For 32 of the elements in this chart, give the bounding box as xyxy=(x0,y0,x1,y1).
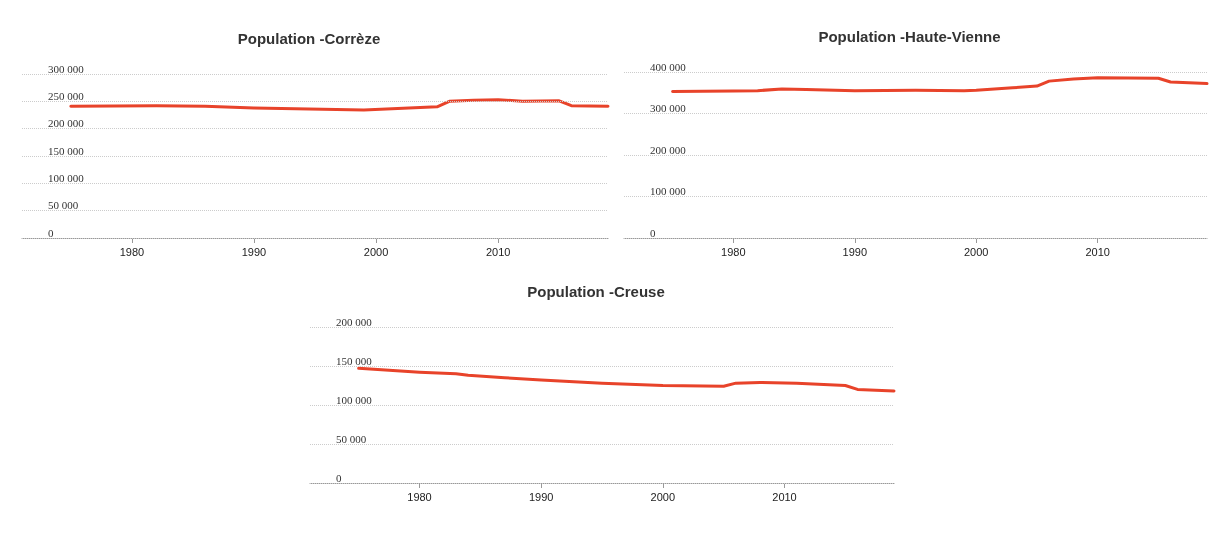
y-tick-label: 100 000 xyxy=(336,393,373,406)
y-tick-label: 300 000 xyxy=(48,62,85,75)
y-tick-label: 250 000 xyxy=(48,89,85,102)
y-tick-label: 150 000 xyxy=(336,354,373,367)
y-tick-label: 150 000 xyxy=(48,144,85,157)
x-tick-label: 1980 xyxy=(721,245,746,258)
y-tick-label: 50 000 xyxy=(48,199,79,212)
chart-title: Population -Creuse xyxy=(527,283,665,300)
y-tick-label: 200 000 xyxy=(336,315,373,328)
y-tick-label: 300 000 xyxy=(650,102,687,114)
y-tick-label: 200 000 xyxy=(650,143,687,156)
x-tick-label: 2000 xyxy=(363,245,389,258)
x-tick-label: 2010 xyxy=(772,490,797,503)
x-tick-label: 1990 xyxy=(842,245,868,258)
y-tick-label: 400 000 xyxy=(650,60,687,73)
x-tick-label: 2010 xyxy=(1085,245,1110,258)
x-tick-label: 1990 xyxy=(241,245,267,258)
y-tick-label: 0 xyxy=(48,226,54,239)
x-tick-label: 2010 xyxy=(485,245,511,258)
x-tick-label: 1980 xyxy=(119,245,145,258)
y-tick-label: 200 000 xyxy=(48,117,85,130)
chart-title: Population -Haute-Vienne xyxy=(818,28,1001,45)
y-tick-label: 100 000 xyxy=(650,185,687,197)
chart-title: Population -Corrèze xyxy=(237,30,381,47)
y-tick-label: 0 xyxy=(336,471,342,484)
y-tick-label: 50 000 xyxy=(336,432,367,445)
y-tick-label: 0 xyxy=(650,226,656,239)
x-tick-label: 2000 xyxy=(650,490,676,503)
x-tick-label: 1990 xyxy=(528,490,554,503)
x-tick-label: 2000 xyxy=(963,245,989,258)
y-tick-label: 100 000 xyxy=(48,171,85,184)
x-tick-label: 1980 xyxy=(407,490,432,503)
